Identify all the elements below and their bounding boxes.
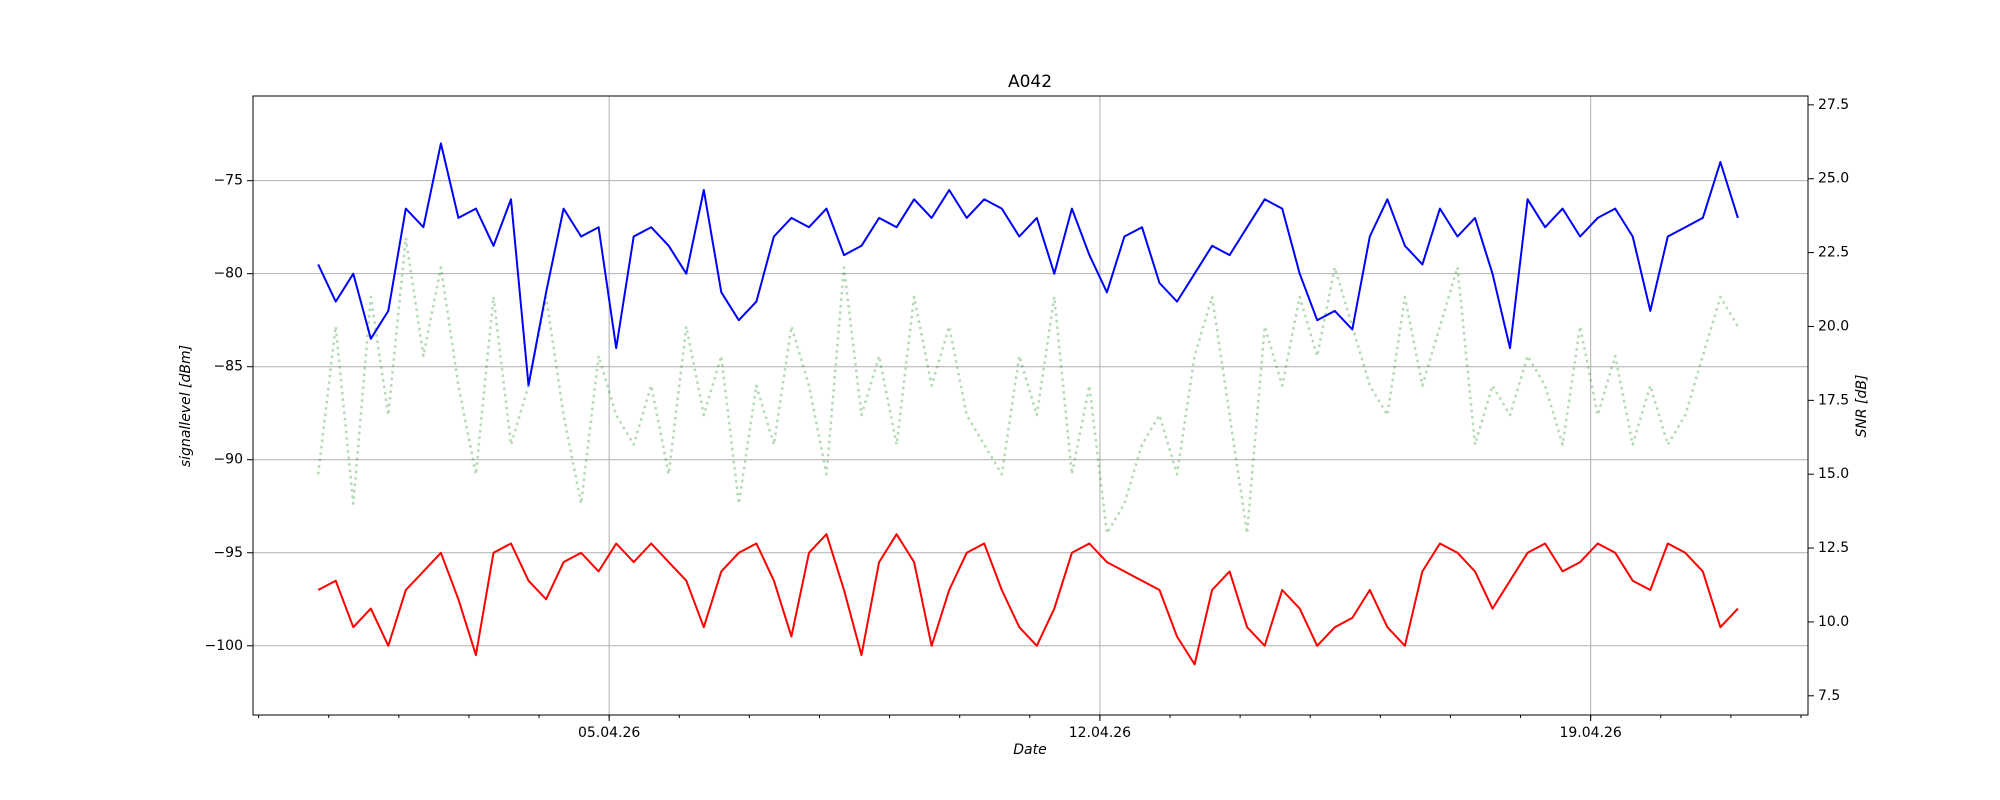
- y-tick-label: −100: [205, 638, 243, 654]
- y2-tick-label: 25.0: [1818, 171, 1849, 187]
- y-tick-label: −95: [213, 545, 243, 561]
- y-tick-label: −85: [213, 359, 243, 375]
- series-line: [317, 533, 1739, 666]
- y-tick-label: −75: [213, 173, 243, 189]
- y2-tick-label: 7.5: [1818, 688, 1840, 704]
- y2-tick-label: 12.5: [1818, 540, 1849, 556]
- plot-frame: [252, 95, 1809, 716]
- x-tick-label: 05.04.26: [578, 725, 640, 741]
- x-axis-label: Date: [1013, 742, 1046, 758]
- y2-tick-label: 17.5: [1818, 392, 1849, 408]
- x-tick-label: 19.04.26: [1559, 725, 1621, 741]
- y-axis-label: signallevel [dBm]: [178, 345, 194, 467]
- y2-tick-label: 20.0: [1818, 318, 1849, 334]
- y-tick-label: −90: [213, 452, 243, 468]
- series-line: [317, 142, 1739, 387]
- y2-tick-label: 27.5: [1818, 97, 1849, 113]
- y-tick-label: −80: [213, 266, 243, 282]
- y2-tick-label: 15.0: [1818, 466, 1849, 482]
- y2-axis-label: SNR [dB]: [1854, 375, 1870, 438]
- y2-tick-label: 22.5: [1818, 245, 1849, 261]
- chart-title: A042: [1008, 72, 1052, 92]
- series-line: [316, 236, 1739, 535]
- x-tick-label: 12.04.26: [1069, 725, 1131, 741]
- y2-tick-label: 10.0: [1818, 614, 1849, 630]
